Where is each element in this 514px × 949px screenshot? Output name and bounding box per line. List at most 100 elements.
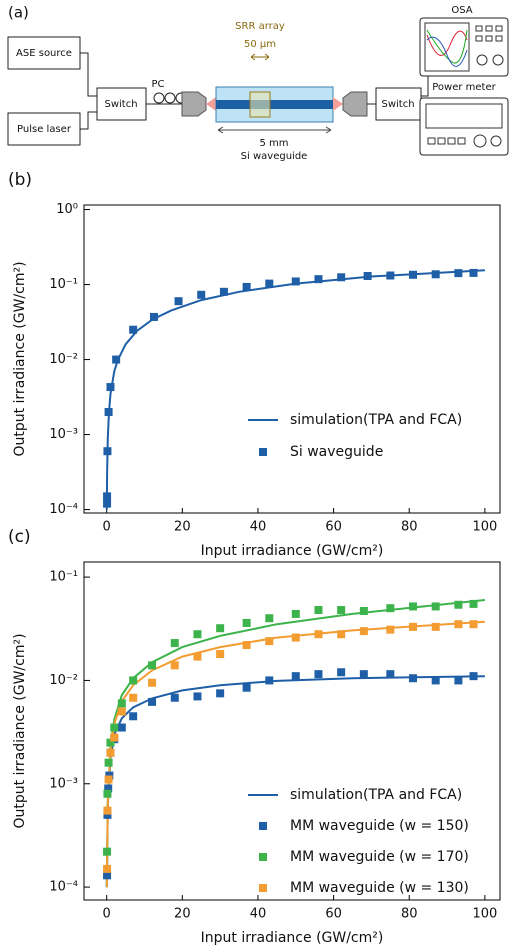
x-tick-label: 80 [401,520,418,535]
data-point [337,630,346,639]
data-point [170,639,179,648]
x-tick-label: 100 [472,520,497,535]
data-point [469,599,478,608]
data-point [193,630,202,639]
data-point [174,297,183,306]
data-point [337,273,346,282]
switch-box [375,87,422,121]
data-point [216,689,225,698]
data-point [149,312,158,321]
data-point [337,606,346,615]
data-point [265,676,274,685]
x-tick-label: 60 [325,520,342,535]
data-point [454,269,463,278]
data-point [265,279,274,288]
data-point [409,674,418,683]
data-point [129,693,138,702]
panel-label: (a) [8,4,29,22]
osa-label: OSA [451,5,472,16]
data-point [242,683,251,692]
data-point [197,290,206,299]
data-point [242,641,251,650]
data-point [106,383,115,392]
data-point [469,672,478,681]
panel-label: (c) [8,527,31,547]
ase-box [7,36,81,70]
data-point [242,618,251,627]
data-point [117,707,126,716]
data-point [386,271,395,280]
sim-line [105,599,486,888]
y-axis-label: Output irradiance (GW/cm²) [12,261,28,456]
legend-label: Si waveguide [290,444,383,460]
data-point [386,670,395,679]
data-point [314,630,323,639]
pc-loop [153,92,165,104]
data-point [170,661,179,670]
coupler [342,91,368,117]
data-point [106,738,115,747]
waveguide-label: Si waveguide [241,151,308,162]
data-point [219,287,228,296]
data-point [148,661,157,670]
y-tick-label: 10⁻¹ [49,277,78,292]
y-tick-label: 10⁻⁴ [49,502,78,517]
data-point [112,355,121,364]
data-point [110,723,119,732]
pc-loop [164,92,176,104]
data-point [104,407,113,416]
data-point [216,624,225,633]
panel-label: (b) [8,170,32,190]
data-point [386,625,395,634]
pulse-box [7,112,81,146]
data-point [265,637,274,646]
y-tick-label: 10⁻² [49,673,78,688]
data-point [409,602,418,611]
data-point [359,627,368,636]
data-point [291,633,300,642]
setup-diagram: (a) ASE source Pulse laser Switch PC SRR… [7,4,509,162]
data-point [363,272,372,281]
data-point [291,277,300,286]
data-point [314,606,323,615]
data-point [291,672,300,681]
legend-marker [259,884,267,892]
x-axis-label: Input irradiance (GW/cm²) [201,543,384,559]
sim-line [105,269,485,510]
legend-marker [259,822,267,830]
x-tick-label: 0 [103,907,111,922]
data-point [104,784,113,793]
legend-marker [259,448,267,456]
data-point [431,602,440,611]
legend-label: simulation(TPA and FCA) [290,787,462,803]
data-point [359,606,368,615]
osa-screen [424,22,470,72]
osa-trace [426,29,468,64]
data-point [193,652,202,661]
data-point [431,270,440,279]
y-tick-label: 10⁻³ [49,776,78,791]
x-tick-label: 40 [250,520,267,535]
data-point [103,871,112,880]
data-point [103,499,112,508]
data-point [314,275,323,284]
data-point [103,810,112,819]
y-tick-label: 10⁻¹ [49,570,78,585]
data-point [103,806,112,815]
data-point [216,650,225,659]
legend-label: MM waveguide (w = 170) [290,849,469,865]
srr [249,91,271,118]
x-tick-label: 60 [325,907,342,922]
data-point [386,604,395,613]
data-point [117,699,126,708]
pulse-label: Pulse laser [17,124,72,135]
y-tick-label: 10⁻³ [49,427,78,442]
data-point [454,620,463,629]
data-point [469,268,478,277]
y-tick-label: 10⁰ [56,202,78,217]
data-point [104,775,113,784]
data-point [409,622,418,631]
data-point [110,733,119,742]
beam [333,97,343,111]
